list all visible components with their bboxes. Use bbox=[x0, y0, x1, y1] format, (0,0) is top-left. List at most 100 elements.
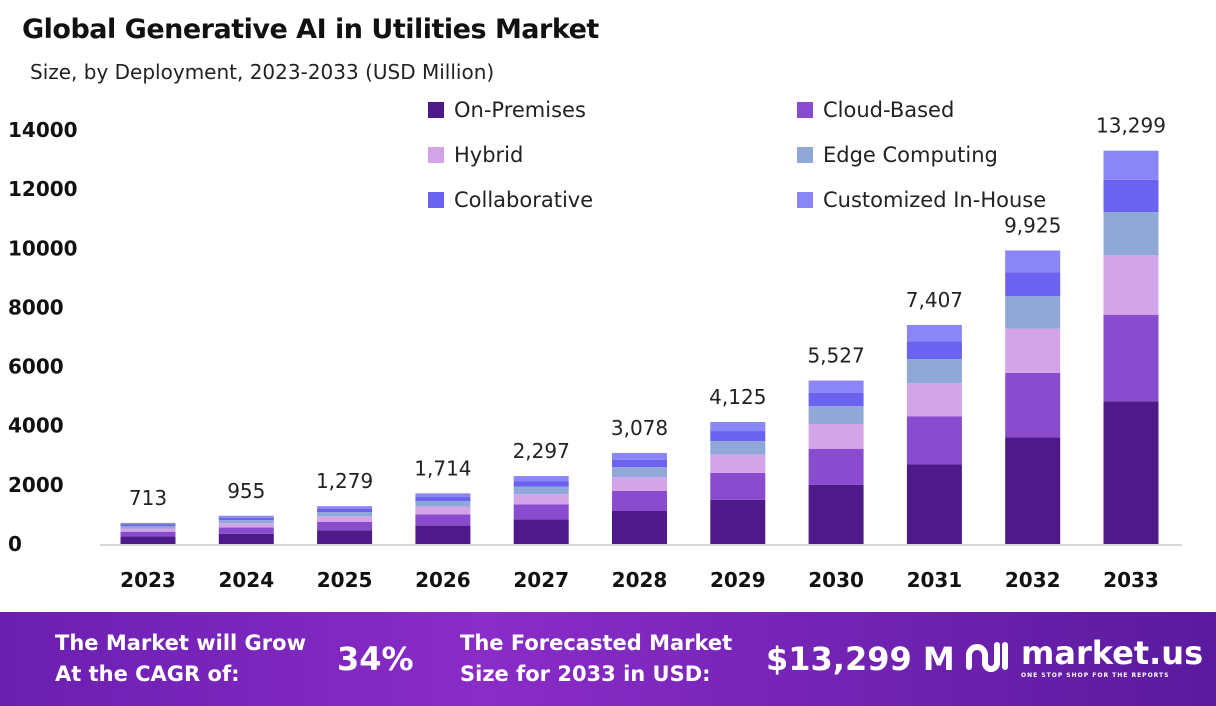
legend-swatch bbox=[797, 147, 813, 163]
bar-segment-collaborative bbox=[612, 459, 667, 468]
bar-segment-on-premises bbox=[808, 484, 864, 544]
forecast-label: The Forecasted Market Size for 2033 in US… bbox=[460, 628, 732, 690]
x-tick-label: 2029 bbox=[710, 568, 766, 592]
bar-segment-on-premises bbox=[317, 530, 373, 544]
bar-segment-on-premises bbox=[710, 499, 766, 544]
bar-segment-customized-in-house bbox=[415, 493, 471, 498]
footer-banner: The Market will Grow At the CAGR of: 34% … bbox=[0, 612, 1216, 706]
legend-label: Cloud-Based bbox=[823, 98, 955, 122]
bar-segment-collaborative bbox=[120, 524, 176, 527]
x-tick-label: 2026 bbox=[415, 568, 471, 592]
forecast-label-line: Size for 2033 in USD: bbox=[460, 662, 711, 686]
y-tick-label: 4000 bbox=[8, 414, 64, 438]
total-label: 713 bbox=[129, 486, 167, 510]
bar-segment-customized-in-house bbox=[808, 380, 864, 393]
bar-segment-hybrid bbox=[710, 454, 766, 473]
bar-segment-cloud-based bbox=[120, 531, 176, 537]
legend-label: On-Premises bbox=[454, 98, 586, 122]
legend-label: Customized In-House bbox=[823, 188, 1047, 212]
bar-segment-customized-in-house bbox=[906, 324, 962, 342]
x-tick-label: 2028 bbox=[612, 568, 668, 592]
bar-segment-cloud-based bbox=[218, 527, 274, 534]
bar-segment-cloud-based bbox=[1103, 314, 1159, 402]
bar-segment-customized-in-house bbox=[1103, 150, 1159, 180]
bar-segment-on-premises bbox=[1005, 437, 1061, 544]
x-tick-label: 2024 bbox=[218, 568, 274, 592]
bar-segment-on-premises bbox=[218, 533, 274, 544]
legend-item: Collaborative bbox=[428, 188, 593, 212]
bar-segment-on-premises bbox=[612, 510, 667, 544]
bar-segment-on-premises bbox=[906, 464, 962, 544]
legend-item: Hybrid bbox=[428, 143, 523, 167]
y-tick-label: 12000 bbox=[8, 177, 78, 201]
bar-segment-collaborative bbox=[710, 431, 766, 442]
cagr-label: The Market will Grow At the CAGR of: bbox=[55, 628, 306, 690]
bar-segment-on-premises bbox=[120, 536, 176, 544]
legend-label: Hybrid bbox=[454, 143, 524, 167]
bar-segment-edge-computing bbox=[513, 486, 569, 495]
total-label: 7,407 bbox=[906, 288, 963, 312]
bar-segment-collaborative bbox=[317, 508, 373, 513]
x-tick-label: 2025 bbox=[317, 568, 373, 592]
bar-segment-hybrid bbox=[317, 516, 373, 522]
bar-segment-hybrid bbox=[415, 506, 471, 515]
bar-segment-collaborative bbox=[906, 341, 962, 360]
y-tick-label: 8000 bbox=[8, 295, 64, 319]
legend-label: Edge Computing bbox=[823, 143, 998, 167]
brand-logo: market.us ONE STOP SHOP FOR THE REPORTS bbox=[965, 634, 1203, 679]
bar-segment-customized-in-house bbox=[120, 522, 176, 525]
x-tick-label: 2030 bbox=[808, 568, 864, 592]
legend-item: On-Premises bbox=[428, 98, 586, 122]
bar-segment-cloud-based bbox=[317, 521, 373, 531]
y-tick-label: 14000 bbox=[8, 118, 78, 142]
x-tick-label: 2032 bbox=[1005, 568, 1061, 592]
bar-segment-collaborative bbox=[1005, 272, 1061, 297]
total-label: 9,925 bbox=[1004, 214, 1061, 238]
legend-swatch bbox=[797, 192, 813, 208]
bar-segment-hybrid bbox=[906, 383, 962, 417]
bar-segment-edge-computing bbox=[1103, 212, 1159, 256]
bar-segment-collaborative bbox=[415, 497, 471, 502]
bar-segment-customized-in-house bbox=[513, 476, 569, 482]
bar-segment-customized-in-house bbox=[317, 506, 373, 509]
bar-segment-edge-computing bbox=[317, 512, 373, 517]
bar-segment-cloud-based bbox=[710, 472, 766, 500]
bar-segment-edge-computing bbox=[612, 467, 667, 478]
legend-swatch bbox=[797, 102, 813, 118]
forecast-value: $13,299 M bbox=[766, 640, 955, 678]
bar-segment-cloud-based bbox=[612, 490, 667, 511]
bar-segment-edge-computing bbox=[906, 359, 962, 384]
total-label: 3,078 bbox=[611, 416, 668, 440]
chart-title: Global Generative AI in Utilities Market bbox=[22, 14, 599, 45]
bar-segment-edge-computing bbox=[120, 526, 176, 529]
x-tick-label: 2033 bbox=[1103, 568, 1159, 592]
total-label: 1,279 bbox=[316, 469, 373, 493]
bar-segment-hybrid bbox=[1005, 328, 1061, 373]
bar-segment-collaborative bbox=[808, 392, 864, 407]
total-label: 955 bbox=[227, 479, 265, 503]
brand-name: market.us bbox=[1021, 634, 1204, 672]
bar-segment-collaborative bbox=[218, 517, 274, 521]
x-tick-label: 2023 bbox=[120, 568, 176, 592]
bar-segment-on-premises bbox=[1103, 401, 1159, 544]
y-tick-label: 2000 bbox=[8, 473, 64, 497]
legend-swatch bbox=[428, 192, 444, 208]
total-label: 2,297 bbox=[513, 439, 570, 463]
market-us-logo-icon bbox=[966, 641, 1008, 672]
legend-item: Customized In-House bbox=[797, 188, 1046, 212]
bar-segment-hybrid bbox=[120, 528, 176, 532]
legend-item: Edge Computing bbox=[797, 143, 998, 167]
bar-segment-hybrid bbox=[1103, 255, 1159, 315]
bar-segment-on-premises bbox=[513, 519, 569, 544]
bar-segment-collaborative bbox=[513, 481, 569, 487]
bar-segment-customized-in-house bbox=[612, 452, 667, 460]
x-tick-label: 2031 bbox=[907, 568, 963, 592]
bar-segment-cloud-based bbox=[415, 514, 471, 526]
bar-segment-edge-computing bbox=[218, 520, 274, 524]
legend-swatch bbox=[428, 147, 444, 163]
legend-label: Collaborative bbox=[454, 188, 594, 212]
bar-segment-hybrid bbox=[808, 424, 864, 449]
bar-segment-cloud-based bbox=[808, 448, 864, 485]
total-label: 13,299 bbox=[1096, 114, 1166, 138]
bar-segment-hybrid bbox=[612, 477, 667, 491]
